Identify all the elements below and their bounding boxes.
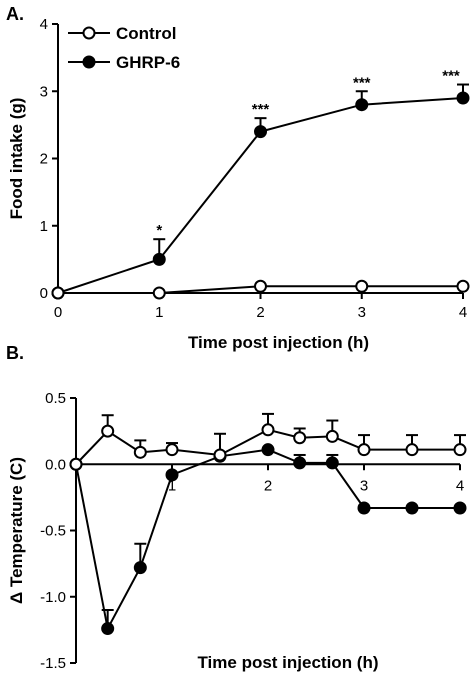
y-tick-label: 0.0 <box>45 456 66 473</box>
x-tick-label: 4 <box>459 304 467 321</box>
legend-label: Control <box>116 24 176 43</box>
significance-marker: *** <box>252 101 270 118</box>
x-tick-label: 3 <box>358 304 366 321</box>
x-tick-label: 1 <box>155 304 163 321</box>
data-point <box>405 443 419 457</box>
panel-b-label: B. <box>6 343 24 363</box>
data-point <box>69 457 83 471</box>
data-point <box>355 279 369 293</box>
data-point <box>133 561 147 575</box>
x-tick-label: 0 <box>54 304 62 321</box>
significance-marker: * <box>156 222 162 239</box>
data-point <box>405 501 419 515</box>
x-tick-label: 3 <box>360 477 368 494</box>
data-point <box>261 423 275 437</box>
x-axis-title: Time post injection (h) <box>188 333 369 352</box>
data-point <box>456 91 470 105</box>
panel-a-label: A. <box>6 4 24 24</box>
data-point <box>456 279 470 293</box>
data-point <box>357 443 371 457</box>
data-point <box>254 125 267 139</box>
data-point <box>355 98 369 112</box>
data-point <box>101 424 115 438</box>
data-point <box>453 501 467 515</box>
y-tick-label: -0.5 <box>40 523 66 540</box>
data-point <box>165 468 179 482</box>
x-tick-label: 2 <box>264 477 272 494</box>
y-tick-label: 0 <box>40 285 48 302</box>
data-point <box>254 279 267 293</box>
data-point <box>133 445 147 459</box>
data-point <box>152 286 166 300</box>
data-point <box>261 443 275 457</box>
y-axis-title: Δ Temperature (C) <box>7 457 26 604</box>
panel-b: B. 0.5 0.0 -0.5 -1.0 -1.5 1 2 3 4 Time post inject… <box>6 343 467 672</box>
y-tick-label: 3 <box>40 83 48 100</box>
panel-a: A. 0 1 2 3 4 0 1 2 3 4 Time post injection (h) Food … <box>6 4 470 352</box>
legend-marker <box>82 55 96 69</box>
y-tick-label: 1 <box>40 218 48 235</box>
significance-marker: *** <box>442 68 460 85</box>
x-tick-label: 2 <box>256 304 264 321</box>
legend-label: GHRP-6 <box>116 53 180 72</box>
data-point <box>51 286 65 300</box>
y-tick-label: 0.5 <box>45 390 66 407</box>
data-point <box>325 429 339 443</box>
data-point <box>357 501 371 515</box>
y-tick-label: -1.5 <box>40 655 66 672</box>
y-tick-label: 2 <box>40 151 48 168</box>
legend-marker <box>82 26 96 40</box>
y-tick-label: 4 <box>40 16 48 33</box>
x-tick-label: 1 <box>168 477 176 494</box>
significance-marker: *** <box>353 74 371 91</box>
data-point <box>293 431 307 445</box>
x-tick-label: 4 <box>456 477 464 494</box>
data-point <box>293 456 307 470</box>
data-point <box>152 252 166 266</box>
data-point <box>101 622 115 636</box>
data-point <box>453 443 467 457</box>
data-point <box>325 456 339 470</box>
data-point <box>213 448 227 462</box>
x-axis-title: Time post injection (h) <box>197 653 378 672</box>
data-point <box>165 443 179 457</box>
y-axis-title: Food intake (g) <box>7 98 26 220</box>
y-tick-label: -1.0 <box>40 589 66 606</box>
